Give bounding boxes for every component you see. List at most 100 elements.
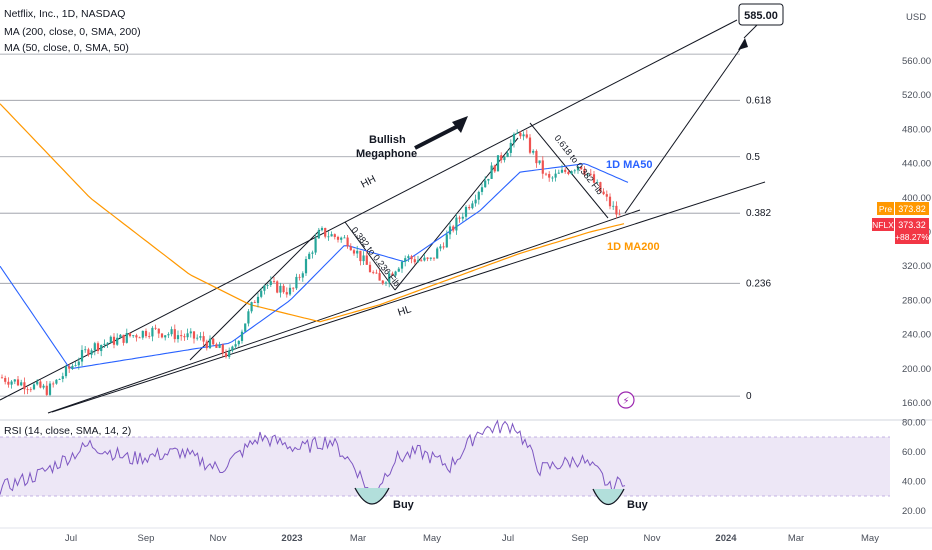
candle-body (157, 328, 160, 334)
candle-body (404, 258, 407, 262)
candle-body (288, 287, 292, 295)
ma50-line (0, 163, 629, 370)
candle-body (541, 160, 544, 174)
candle-body (448, 226, 452, 235)
candle-body (503, 157, 506, 161)
last-price-badge (895, 218, 929, 244)
candle-body (480, 187, 484, 192)
candle-body (330, 234, 333, 237)
candle-body (138, 337, 141, 339)
candle-body (68, 366, 71, 369)
candle-body (253, 302, 256, 303)
candle-body (173, 329, 176, 340)
rsi-tick-label: 60.00 (902, 447, 926, 458)
time-tick-label: 2023 (281, 533, 302, 544)
target-pointer (743, 24, 758, 39)
candle-body (221, 344, 224, 354)
candle-body (320, 227, 324, 231)
symbol-tag (872, 218, 894, 231)
candle-body (365, 255, 368, 265)
ma200-annotation: 1D MA200 (607, 241, 660, 253)
candle-body (343, 237, 346, 239)
candle-body (285, 292, 288, 295)
candle-body (416, 260, 420, 263)
price-change: +88.27% (895, 232, 929, 242)
candle-body (442, 246, 445, 248)
candle-body (135, 335, 138, 338)
time-axis-ticks[interactable]: Jul Sep Nov 2023 Mar May Jul Sep Nov 2024 Mar May (65, 533, 879, 544)
time-tick-label: May (861, 533, 879, 544)
megaphone-lower-line[interactable] (51, 181, 766, 413)
candle-body (93, 343, 96, 351)
candle-body (205, 341, 208, 349)
candle-body (13, 379, 16, 382)
candle-body (455, 217, 458, 231)
candle-body (618, 214, 621, 216)
candle-body (212, 338, 215, 345)
megaphone-upper-line[interactable] (0, 19, 738, 401)
time-tick-label: Nov (210, 533, 227, 544)
candle-body (45, 385, 48, 395)
time-tick-label: 2024 (715, 533, 737, 544)
candle-body (125, 332, 128, 343)
candle-body (112, 336, 116, 345)
candle-body (10, 381, 13, 385)
candle-body (176, 335, 180, 340)
candle-body (311, 252, 314, 254)
candle-body (596, 182, 599, 183)
hl-support-line[interactable] (47, 209, 641, 414)
candle-body (20, 382, 23, 386)
candle-body (244, 323, 247, 332)
ma200-legend[interactable]: MA (200, close, 0, SMA, 200) (4, 26, 141, 38)
candle-body (522, 134, 525, 137)
candle-body (583, 169, 586, 175)
candle-body (7, 381, 10, 385)
candle-body (170, 329, 173, 335)
buy-label-2: Buy (627, 499, 649, 511)
candle-body (599, 182, 602, 192)
candle-body (567, 171, 570, 175)
candle-body (548, 174, 551, 178)
candle-body (141, 330, 144, 338)
target-value: 585.00 (744, 10, 778, 22)
pre-market-price-badge (895, 202, 929, 215)
candle-body (349, 246, 352, 251)
candle-body (362, 255, 365, 262)
rsi-tick-label: 80.00 (902, 417, 926, 428)
candle-body (586, 173, 589, 175)
candle-body (538, 160, 541, 164)
candle-body (413, 259, 416, 263)
symbol-legend[interactable]: Netflix, Inc., 1D, NASDAQ (4, 8, 126, 20)
time-tick-label: Sep (138, 533, 155, 544)
candle-body (471, 203, 474, 209)
hh-label: HH (359, 173, 378, 191)
candle-body (84, 349, 87, 351)
candle-body (164, 335, 167, 338)
ma50-legend[interactable]: MA (50, close, 0, SMA, 50) (4, 42, 129, 54)
pre-market-tag (877, 202, 894, 215)
price-axis-panel[interactable] (890, 0, 932, 528)
candle-body (180, 335, 183, 337)
candle-body (359, 250, 362, 262)
candle-body (80, 349, 84, 362)
earnings-event-icon[interactable] (617, 391, 635, 409)
candle-body (151, 327, 154, 337)
projection-arrowhead (738, 38, 748, 50)
candle-body (42, 385, 45, 388)
pre-market-price: 373.82 (898, 204, 926, 214)
candle-body (234, 344, 237, 347)
candle-body (122, 334, 125, 343)
fib-level-label: 0.618 (746, 95, 771, 106)
fib-retrace-label-2: 0.618 to 0.382 Fib (552, 133, 605, 196)
last-price: 373.32 (898, 220, 926, 230)
candle-body (279, 285, 282, 293)
candle-body (231, 346, 234, 351)
candle-body (144, 330, 148, 337)
candle-body (458, 217, 461, 219)
candle-body (109, 336, 112, 343)
candle-body (564, 169, 567, 172)
target-box[interactable] (738, 3, 784, 26)
candle-body (535, 150, 538, 164)
rsi-legend[interactable]: RSI (14, close, SMA, 14, 2) (4, 425, 132, 437)
